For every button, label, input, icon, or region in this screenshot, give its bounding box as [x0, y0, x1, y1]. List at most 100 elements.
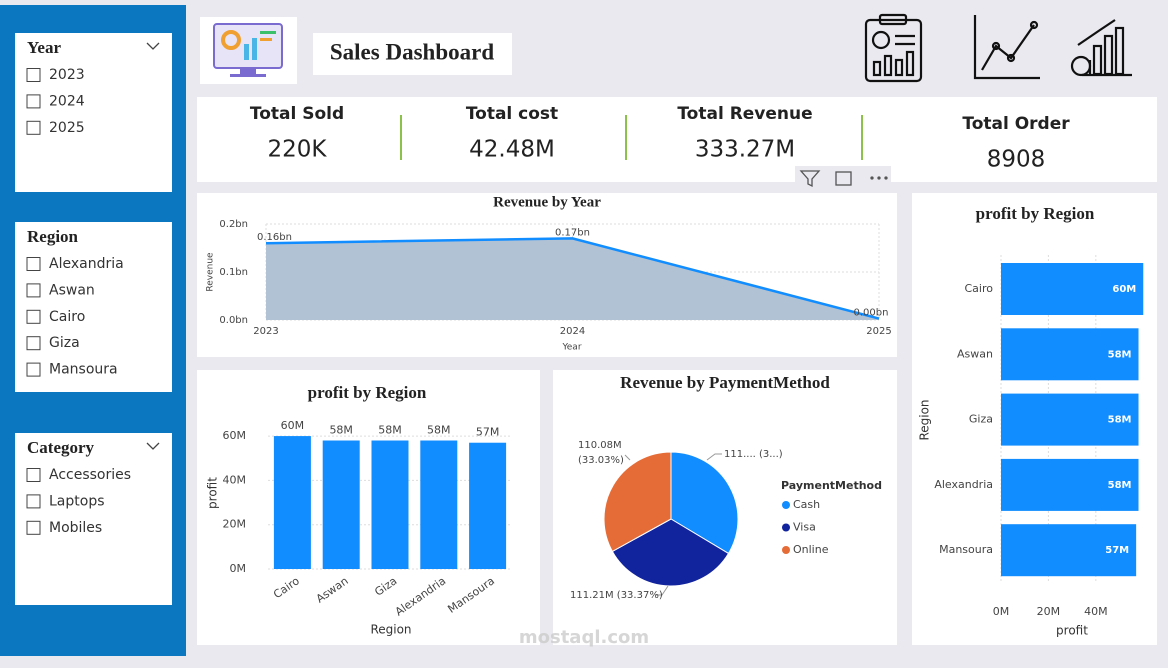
slicer-checkbox[interactable]	[26, 362, 41, 377]
bar	[1001, 328, 1139, 381]
slicer-checkbox[interactable]	[26, 494, 41, 509]
bar	[1001, 458, 1139, 511]
data-label: 58M	[427, 424, 451, 437]
slicer-checkbox[interactable]	[26, 309, 41, 324]
kpi-value: 333.27M	[695, 137, 795, 163]
kpi-label: Total Order	[962, 114, 1070, 134]
slicer-checkbox[interactable]	[26, 120, 41, 135]
x-tick-label: 2025	[866, 326, 891, 337]
slicer-panel	[15, 33, 172, 192]
y-tick-label: 60M	[223, 429, 247, 442]
kpi-label: Total Sold	[250, 104, 344, 124]
slicer-panel	[15, 222, 172, 392]
slicer-item: Aswan	[49, 282, 95, 298]
data-label-line: 110.08M	[578, 440, 622, 451]
line	[265, 237, 880, 320]
slicer-item: Giza	[49, 335, 80, 351]
area	[266, 238, 879, 320]
data-label: 58M	[378, 424, 402, 437]
kpi-value: 8908	[987, 147, 1046, 173]
data-label: 110.08M (33.03%)	[578, 440, 624, 466]
pie-slice	[603, 451, 672, 553]
logo-icon	[213, 23, 283, 77]
legend-label: Online	[793, 543, 829, 556]
y-tick-label: Alexandria	[934, 478, 993, 491]
slicer-checkbox[interactable]	[26, 468, 41, 482]
bar	[371, 440, 409, 569]
bar	[322, 440, 360, 569]
x-axis-title: profit	[1056, 624, 1088, 638]
legend-title: PaymentMethod	[781, 479, 882, 492]
slicer-item: 2025	[49, 120, 85, 136]
data-label: 60M	[1112, 284, 1136, 295]
bar	[1001, 524, 1137, 577]
slicer-item: 2023	[49, 67, 85, 83]
y-tick-label: 0.0bn	[219, 315, 248, 326]
chart-title: profit by Region	[976, 204, 1095, 223]
kpi-label: Total cost	[466, 104, 558, 124]
kpi-value: 42.48M	[469, 137, 555, 163]
slicer-checkbox[interactable]	[26, 68, 41, 82]
kpi-label: Total Revenue	[677, 104, 812, 124]
x-tick-label: 40M	[1084, 605, 1108, 618]
data-label: 58M	[329, 424, 353, 437]
y-tick-label: 40M	[223, 473, 247, 486]
slicer-checkbox[interactable]	[26, 94, 41, 109]
y-tick-label: Mansoura	[939, 543, 993, 556]
y-tick-label: Cairo	[965, 282, 994, 295]
y-tick-label: 0.1bn	[219, 267, 248, 278]
slicer-item: 2024	[49, 93, 85, 109]
chart-title: profit by Region	[308, 383, 427, 402]
leader-line	[624, 454, 631, 461]
data-label: 58M	[1108, 415, 1132, 426]
data-label: 0.00bn	[854, 308, 889, 319]
chart-title: Revenue by Year	[493, 194, 601, 210]
x-tick-label: 2023	[253, 326, 278, 337]
y-axis-title: Revenue	[206, 252, 216, 292]
bar	[469, 442, 507, 569]
legend-label: Cash	[793, 498, 820, 511]
slicer-item: Laptops	[49, 493, 105, 509]
slicer-chevron	[146, 442, 160, 450]
data-label: 58M	[1108, 349, 1132, 360]
bar	[420, 440, 458, 569]
x-tick-label: 20M	[1037, 605, 1061, 618]
data-label: 58M	[1108, 480, 1132, 491]
leader-line	[656, 585, 669, 596]
slicer-chevron	[146, 42, 160, 50]
chart-title: Revenue by PaymentMethod	[620, 373, 830, 392]
slicer-checkbox[interactable]	[26, 336, 41, 351]
header-icons	[864, 13, 1132, 83]
y-tick-label: 20M	[223, 518, 247, 531]
y-tick-label: Aswan	[957, 347, 993, 360]
legend-label: Visa	[793, 521, 816, 534]
slicer-title: Year	[27, 38, 61, 57]
bar	[1001, 393, 1139, 446]
slicer-item: Accessories	[49, 467, 131, 483]
legend-swatch	[782, 501, 790, 509]
y-axis-title: Region	[918, 399, 932, 440]
kpi-value: 220K	[268, 137, 328, 163]
slicer-checkbox[interactable]	[26, 283, 41, 298]
data-label: 0.17bn	[555, 227, 590, 238]
pie-slice	[670, 451, 739, 555]
x-axis-title: Year	[561, 343, 581, 353]
slicer-checkbox[interactable]	[26, 257, 41, 271]
dashboard-title: Sales Dashboard	[330, 39, 494, 64]
x-tick-label: 0M	[993, 605, 1010, 618]
slicer-item: Cairo	[49, 309, 85, 325]
data-label: 111.... (3...)	[724, 449, 783, 460]
bar	[1001, 263, 1144, 315]
watermark: mostaql.com	[519, 627, 649, 648]
slicer-title: Category	[27, 438, 95, 457]
title-box	[313, 33, 512, 75]
data-label: 57M	[476, 426, 500, 439]
data-label: 57M	[1105, 545, 1129, 556]
bar	[273, 436, 311, 569]
data-label-line: (33.03%)	[578, 455, 624, 466]
x-tick-label: 2024	[560, 326, 585, 337]
y-tick-label: 0.2bn	[219, 219, 248, 230]
slicer-checkbox[interactable]	[26, 520, 41, 535]
data-label: 60M	[281, 419, 305, 432]
